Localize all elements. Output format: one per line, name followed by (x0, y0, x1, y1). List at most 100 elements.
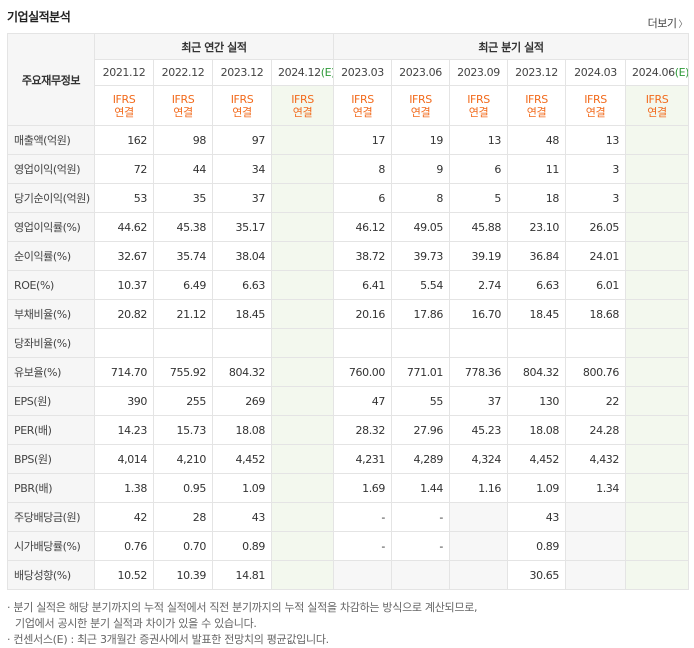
quarterly-value: 46.12 (333, 212, 392, 242)
metric-label: 주당배당금(원) (7, 502, 95, 532)
annual-value: 255 (153, 386, 213, 416)
table-row: 당기순이익(억원) 53 35 37 6 8 5 18 3 (7, 183, 689, 213)
more-label: 더보기 (647, 17, 677, 30)
annual-value: 390 (94, 386, 154, 416)
metric-label: 영업이익(억원) (7, 154, 95, 184)
annual-value: 20.82 (94, 299, 154, 329)
quarterly-value: 17.86 (391, 299, 450, 329)
quarterly-value (565, 531, 626, 561)
annual-value: 1.38 (94, 473, 154, 503)
quarterly-value: 6 (449, 154, 508, 184)
period-label: 2023.12 (220, 66, 264, 79)
quarterly-value (625, 502, 689, 532)
annual-value: 38.04 (212, 241, 272, 271)
quarterly-value: 36.84 (507, 241, 566, 271)
annual-value: 755.92 (153, 357, 213, 387)
quarterly-period-header: 2023.06 (391, 59, 450, 86)
row-header-label: 주요재무정보 (7, 33, 95, 126)
quarterly-value: 47 (333, 386, 392, 416)
quarterly-value: 1.44 (391, 473, 450, 503)
consolidation-type: 연결 (232, 105, 252, 119)
accounting-standard: IFRS 연결 (94, 85, 154, 126)
quarterly-value: 30.65 (507, 560, 566, 590)
quarterly-value: 13 (565, 125, 626, 155)
footnote-3: · 컨센서스(E) : 최근 3개월간 증권사에서 발표한 전망치의 평균값입니… (7, 633, 329, 646)
annual-period-header: 2023.12 (212, 59, 272, 86)
page-title: 기업실적분석 (7, 10, 71, 24)
annual-value: 44 (153, 154, 213, 184)
more-link[interactable]: 더보기 〉 (647, 15, 688, 31)
standard-name: IFRS (525, 92, 548, 106)
consolidation-type: 연결 (410, 105, 431, 119)
period-label: 2023.09 (457, 66, 500, 79)
table-row: PBR(배) 1.38 0.95 1.09 1.69 1.44 1.16 1.09 1.34 (7, 473, 689, 503)
chevron-right-icon: 〉 (678, 20, 687, 30)
quarterly-value (625, 241, 689, 271)
quarterly-value (625, 415, 689, 445)
quarterly-value: 6.41 (333, 270, 392, 300)
quarterly-value: 5.54 (391, 270, 450, 300)
annual-value: 10.37 (94, 270, 154, 300)
quarterly-value (625, 386, 689, 416)
quarterly-value: 23.10 (507, 212, 566, 242)
quarterly-value: 1.16 (449, 473, 508, 503)
annual-period-header: 2022.12 (153, 59, 213, 86)
quarterly-value: 3 (565, 183, 626, 213)
footnote-1: · 분기 실적은 해당 분기까지의 누적 실적에서 직전 분기까지의 누적 실적… (7, 601, 478, 614)
period-row: 2021.122022.122023.122024.12(E)2023.0320… (8, 59, 689, 86)
table-row: 영업이익률(%) 44.62 45.38 35.17 46.12 49.05 45.88 23… (7, 212, 689, 242)
annual-period-header: 2021.12 (94, 59, 154, 86)
metric-label: 순이익률(%) (7, 241, 95, 271)
quarterly-value: 4,231 (333, 444, 392, 474)
metric-label: 유보율(%) (7, 357, 95, 387)
annual-value: 97 (212, 125, 272, 155)
quarterly-value: 18.08 (507, 415, 566, 445)
quarterly-value: 4,324 (449, 444, 508, 474)
quarterly-value (625, 357, 689, 387)
annual-group-header: 최근 연간 실적 (94, 33, 334, 60)
quarterly-value: 800.76 (565, 357, 626, 387)
quarterly-value: 17 (333, 125, 392, 155)
annual-value: 162 (94, 125, 154, 155)
quarterly-value (625, 444, 689, 474)
table-row: 매출액(억원) 162 98 97 17 19 13 48 13 (7, 125, 689, 155)
consolidation-type: 연결 (352, 105, 373, 119)
annual-value: 34 (212, 154, 272, 184)
quarterly-value: 1.09 (507, 473, 566, 503)
accounting-standard: IFRS 연결 (565, 85, 626, 126)
metric-label: 당기순이익(억원) (7, 183, 95, 213)
table-row: 유보율(%) 714.70 755.92 804.32 760.00 771.01 778.… (7, 357, 689, 387)
annual-value (94, 328, 154, 358)
quarterly-value (625, 154, 689, 184)
accounting-standard: IFRS 연결 (333, 85, 392, 126)
annual-value: 21.12 (153, 299, 213, 329)
quarterly-period-header: 2024.03 (565, 59, 626, 86)
accounting-standard: IFRS 연결 (391, 85, 450, 126)
annual-value: 4,014 (94, 444, 154, 474)
table-row: PER(배) 14.23 15.73 18.08 28.32 27.96 45.23 18.0… (7, 415, 689, 445)
quarterly-value: 1.69 (333, 473, 392, 503)
annual-value: 37 (212, 183, 272, 213)
annual-value (271, 502, 334, 532)
quarterly-value: 4,452 (507, 444, 566, 474)
annual-value: 43 (212, 502, 272, 532)
quarterly-value: 3 (565, 154, 626, 184)
quarterly-value: 48 (507, 125, 566, 155)
quarterly-value: 804.32 (507, 357, 566, 387)
metric-label: PBR(배) (7, 473, 95, 503)
annual-value: 6.63 (212, 270, 272, 300)
quarterly-value: 45.23 (449, 415, 508, 445)
table-row: 영업이익(억원) 72 44 34 8 9 6 11 3 (7, 154, 689, 184)
annual-value: 10.52 (94, 560, 154, 590)
period-label: 2023.12 (515, 66, 558, 79)
quarterly-value: 1.34 (565, 473, 626, 503)
table-row: 배당성향(%) 10.52 10.39 14.81 30.65 (7, 560, 689, 590)
annual-value: 6.49 (153, 270, 213, 300)
annual-value: 32.67 (94, 241, 154, 271)
metric-label: PER(배) (7, 415, 95, 445)
quarterly-value: 24.01 (565, 241, 626, 271)
quarterly-value (625, 531, 689, 561)
quarterly-value (625, 212, 689, 242)
annual-value (271, 386, 334, 416)
